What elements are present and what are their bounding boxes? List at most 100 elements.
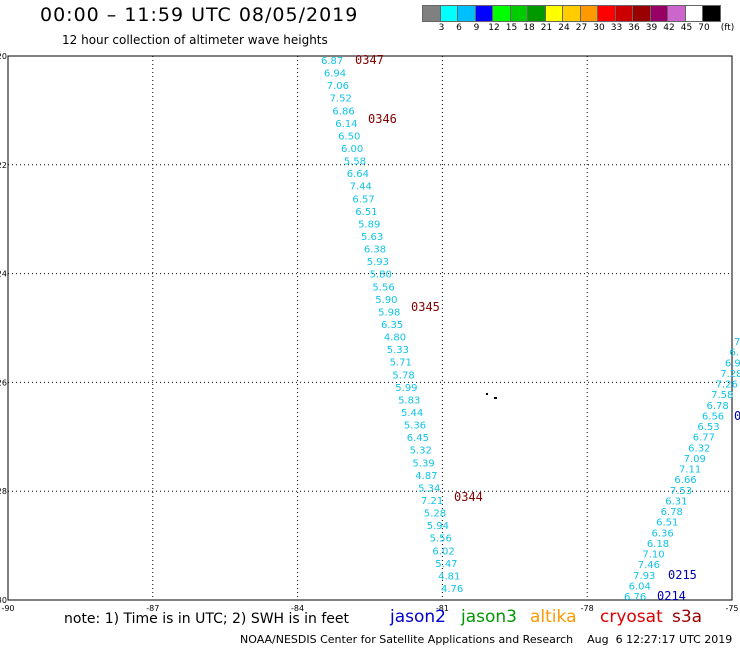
mission-jason2: jason2 bbox=[390, 607, 446, 627]
wave-height-label: 5.32 bbox=[410, 446, 432, 457]
pass-time-label: 0346 bbox=[368, 112, 397, 126]
wave-height-label: 6.9 bbox=[725, 358, 740, 369]
wave-height-label: 5.47 bbox=[435, 559, 457, 570]
wave-height-label: 5.78 bbox=[392, 370, 414, 381]
wave-height-label: 6.94 bbox=[324, 69, 346, 80]
lon-tick-label: -81 bbox=[436, 604, 449, 613]
wave-height-label: 7.44 bbox=[350, 182, 372, 193]
mission-cryosat: cryosat bbox=[600, 607, 663, 627]
wave-height-label: 6.04 bbox=[629, 581, 651, 592]
map-frame bbox=[7, 55, 733, 601]
island-mark bbox=[494, 397, 497, 399]
wave-height-label: 5.94 bbox=[427, 521, 449, 532]
wave-height-label: 5.98 bbox=[378, 307, 400, 318]
lon-tick-label: -78 bbox=[581, 604, 594, 613]
wave-height-label: 6.35 bbox=[381, 320, 403, 331]
wave-height-label: 6.02 bbox=[432, 546, 454, 557]
scale-label: 15 bbox=[505, 23, 518, 33]
wave-height-label: 7.28 bbox=[720, 369, 740, 380]
scale-label: 36 bbox=[628, 23, 640, 33]
scale-label: 9 bbox=[473, 23, 480, 33]
scale-unit: (ft) bbox=[720, 23, 735, 33]
wave-height-label: 5.83 bbox=[398, 395, 420, 406]
wave-height-label: 7.93 bbox=[633, 571, 655, 582]
pass-time-label: 0214 bbox=[657, 589, 686, 603]
lon-tick-label: -75 bbox=[725, 604, 738, 613]
map-subtitle: 12 hour collection of altimeter wave hei… bbox=[62, 33, 328, 47]
scale-label: 30 bbox=[593, 23, 605, 33]
wave-height-label: 6.36 bbox=[652, 528, 674, 539]
wave-height-label: 6.51 bbox=[355, 207, 377, 218]
wave-height-label: 4.87 bbox=[415, 471, 437, 482]
wave-height-label: 6.14 bbox=[335, 119, 357, 130]
wave-height-label: 6.77 bbox=[693, 433, 715, 444]
lat-tick-label: -30 bbox=[0, 596, 7, 605]
wave-height-label: 4.80 bbox=[384, 333, 406, 344]
wave-height-label: 5.63 bbox=[361, 232, 383, 243]
scale-label: 3 bbox=[438, 23, 445, 33]
wave-height-label: 7.53 bbox=[670, 486, 692, 497]
lat-tick-label: -20 bbox=[0, 52, 7, 61]
pass-time-label: 0 bbox=[734, 409, 740, 423]
lon-tick-label: -87 bbox=[146, 604, 159, 613]
scale-label: 6 bbox=[456, 23, 462, 33]
lat-tick-label: -28 bbox=[0, 487, 7, 496]
wave-height-label: 4.76 bbox=[441, 584, 463, 595]
wave-height-label: 6.38 bbox=[364, 245, 386, 256]
wave-height-label: 5.93 bbox=[367, 257, 389, 268]
pass-time-label: 0347 bbox=[355, 53, 384, 67]
wave-height-label: 6.00 bbox=[341, 144, 363, 155]
scale-label: 24 bbox=[558, 23, 570, 33]
scale-label: 21 bbox=[540, 23, 553, 33]
mission-jason3: jason3 bbox=[461, 607, 517, 627]
wave-height-label: 7.52 bbox=[330, 94, 352, 105]
wave-height-label: 7.10 bbox=[642, 550, 664, 561]
footer-credit: NOAA/NESDIS Center for Satellite Applica… bbox=[240, 633, 733, 646]
wave-height-label: 5.39 bbox=[412, 458, 434, 469]
scale-label: 42 bbox=[663, 23, 675, 33]
scale-label: 27 bbox=[575, 23, 588, 33]
wave-height-label: 6.51 bbox=[656, 518, 678, 529]
wave-height-label: 5.33 bbox=[387, 345, 409, 356]
wave-height-label: 6.64 bbox=[347, 169, 369, 180]
scale-label: 39 bbox=[645, 23, 658, 33]
scale-label: 45 bbox=[680, 23, 693, 33]
wave-height-label: 5.80 bbox=[370, 270, 392, 281]
wave-height-label: 6.18 bbox=[647, 539, 669, 550]
scale-label: 33 bbox=[610, 23, 623, 33]
note-text: note: 1) Time is in UTC; 2) SWH is in fe… bbox=[64, 611, 350, 627]
wave-height-label: 7 bbox=[734, 337, 740, 348]
wave-height-label: 6.87 bbox=[321, 56, 343, 67]
wave-height-label: 5.34 bbox=[418, 483, 440, 494]
wave-height-label: 6.57 bbox=[352, 194, 374, 205]
lon-tick-label: -84 bbox=[291, 604, 304, 613]
wave-height-label: 7.21 bbox=[421, 496, 443, 507]
lon-tick-label: -90 bbox=[1, 604, 14, 613]
wave-height-label: 5.56 bbox=[372, 282, 394, 293]
wave-height-label: 5.99 bbox=[395, 383, 417, 394]
lat-tick-label: -22 bbox=[0, 161, 7, 170]
wave-height-label: 7.09 bbox=[684, 454, 706, 465]
wave-height-label: 5.56 bbox=[430, 534, 452, 545]
wave-height-label: 5.28 bbox=[424, 509, 446, 520]
wave-height-label: 7.46 bbox=[638, 560, 660, 571]
wave-height-label: 6.56 bbox=[702, 411, 724, 422]
wave-height-label: 5.44 bbox=[401, 408, 423, 419]
wave-height-label: 4.81 bbox=[438, 571, 460, 582]
wave-height-label: 5.90 bbox=[375, 295, 397, 306]
wave-height-label: 7.26 bbox=[716, 380, 738, 391]
wave-height-label: 6.45 bbox=[407, 433, 429, 444]
wave-height-label: 5.89 bbox=[358, 219, 380, 230]
wave-height-label: 6.78 bbox=[661, 507, 683, 518]
wave-height-label: 6.78 bbox=[707, 401, 729, 412]
scale-label: 70 bbox=[698, 23, 710, 33]
lat-tick-label: -26 bbox=[0, 378, 7, 387]
pass-time-label: 0215 bbox=[668, 568, 697, 582]
wave-height-label: 5.58 bbox=[344, 157, 366, 168]
mission-s3a: s3a bbox=[672, 607, 703, 627]
wave-height-label: 6.66 bbox=[674, 475, 696, 486]
wave-height-label: 7.11 bbox=[679, 465, 701, 476]
pass-time-label: 0344 bbox=[454, 490, 483, 504]
wave-height-label: 7.06 bbox=[327, 81, 349, 92]
